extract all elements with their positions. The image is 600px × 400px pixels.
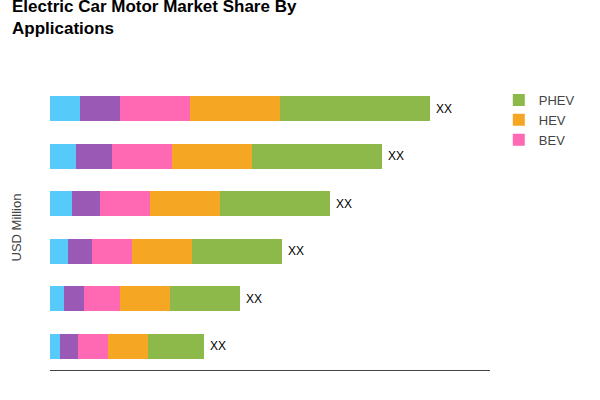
svg-text:XX: XX <box>436 102 452 116</box>
svg-text:XX: XX <box>336 197 352 211</box>
svg-text:XX: XX <box>288 244 304 258</box>
svg-text:XX: XX <box>388 149 404 163</box>
svg-text:Electric Car Motor Market Shar: Electric Car Motor Market Share ByApplic… <box>12 0 297 38</box>
svg-text:USD Million: USD Million <box>9 194 24 262</box>
svg-text:HEV: HEV <box>539 113 566 128</box>
svg-text:XX: XX <box>246 292 262 306</box>
svg-text:XX: XX <box>210 339 226 353</box>
svg-text:BEV: BEV <box>539 133 565 148</box>
svg-text:PHEV: PHEV <box>539 93 575 108</box>
